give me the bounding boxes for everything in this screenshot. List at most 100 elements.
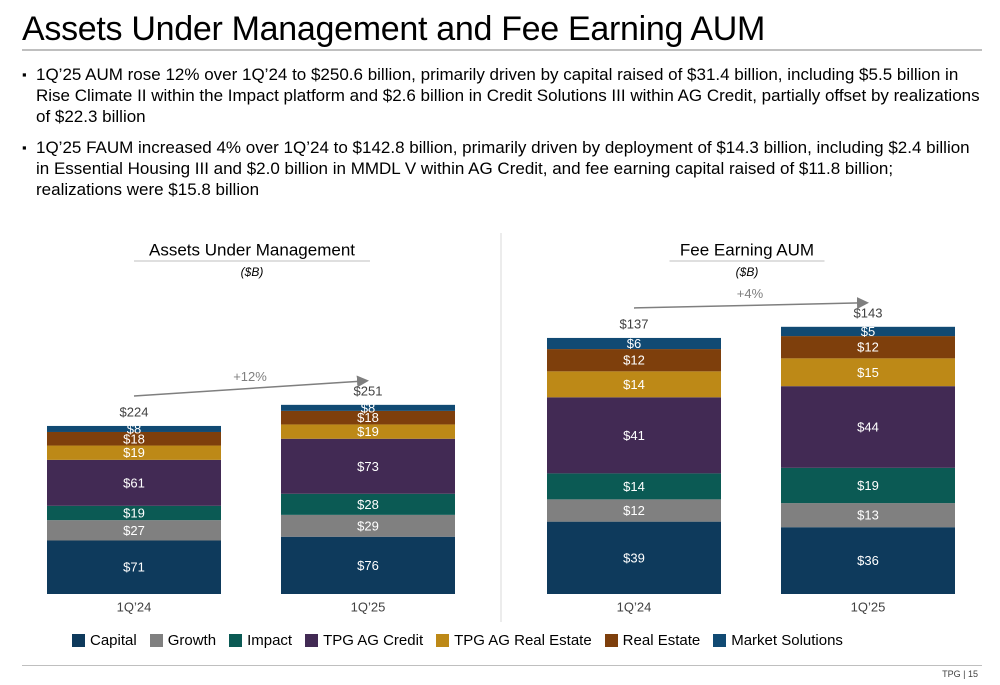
x-tick-label: 1Q’25 [351,600,386,615]
bar-segment-impact [47,505,221,521]
legend-item-real-estate: Real Estate [604,632,701,649]
segment-value-label: $15 [857,365,879,380]
segment-value-label: $71 [123,560,145,575]
segment-value-label: $8 [127,421,141,436]
segment-value-label: $61 [123,475,145,490]
segment-value-label: $29 [357,518,379,533]
legend-label: TPG AG Real Estate [454,632,592,649]
segment-value-label: $19 [357,424,379,439]
x-tick-label: 1Q’24 [617,600,652,615]
segment-value-label: $39 [623,550,645,565]
bullet-list: ▪ 1Q’25 AUM rose 12% over 1Q’24 to $250.… [22,64,982,210]
segment-value-label: $73 [357,459,379,474]
segment-value-label: $76 [357,558,379,573]
segment-value-label: $6 [627,336,641,351]
segment-value-label: $28 [357,497,379,512]
legend-swatch [229,634,243,647]
legend-label: TPG AG Credit [323,632,424,649]
bar-segment-tpg-ag-real-estate [547,371,721,398]
segment-value-label: $12 [623,353,645,368]
legend-swatch [305,634,319,647]
legend-item-impact: Impact [229,632,292,649]
bar-total-label: $251 [354,383,383,398]
bar-segment-tpg-ag-real-estate [281,424,455,439]
bar-segment-capital [47,540,221,594]
page-footer: TPG | 15 [942,669,978,679]
chart-legend: Capital Growth Impact TPG AG Credit TPG … [72,632,856,649]
bar-segment-capital [547,521,721,594]
segment-value-label: $13 [857,508,879,523]
title-divider [22,49,982,51]
legend-item-tpg-ag-real-estate: TPG AG Real Estate [436,632,592,649]
bar-segment-real-estate [547,349,721,372]
bar-total-label: $224 [120,404,149,419]
bar-segment-tpg-ag-real-estate [781,358,955,387]
legend-label: Capital [90,632,137,649]
page-title: Assets Under Management and Fee Earning … [22,10,766,48]
bar-segment-tpg-ag-credit [547,397,721,474]
bar-total-label: $137 [620,316,649,331]
bar-segment-market-solutions [281,404,455,411]
bar-segment-real-estate [781,336,955,359]
segment-value-label: $5 [861,324,875,339]
growth-label: +12% [233,369,267,384]
legend-label: Growth [167,632,217,649]
segment-value-label: $19 [123,505,145,520]
bar-segment-capital [781,527,955,594]
bullet-text-aum: 1Q’25 AUM rose 12% over 1Q’24 to $250.6 … [36,65,980,126]
segment-value-label: $12 [623,503,645,518]
segment-value-label: $14 [623,479,645,494]
legend-label: Real Estate [622,632,701,649]
bar-segment-growth [547,499,721,522]
segment-value-label: $19 [857,478,879,493]
chart-unit-label: ($B) [241,265,264,279]
bar-segment-real-estate [47,431,221,446]
growth-arrow [133,375,369,397]
bullet-item: ▪ 1Q’25 AUM rose 12% over 1Q’24 to $250.… [22,64,982,127]
chart-unit-label: ($B) [736,265,759,279]
chart-title: Assets Under Management [149,241,355,260]
bar-segment-growth [47,520,221,541]
growth-label: +4% [737,286,764,301]
legend-swatch [72,634,85,647]
bar-segment-market-solutions [547,337,721,350]
legend-label: Impact [247,632,293,649]
bar-segment-growth [281,514,455,537]
segment-value-label: $8 [361,400,375,415]
segment-value-label: $36 [857,553,879,568]
bullet-text-faum: 1Q’25 FAUM increased 4% over 1Q’24 to $1… [36,138,970,199]
bar-segment-growth [781,503,955,528]
legend-item-market-solutions: Market Solutions [713,632,843,649]
segment-value-label: $18 [123,431,145,446]
bar-segment-impact [781,467,955,504]
x-tick-label: 1Q’25 [851,600,886,615]
chart-title: Fee Earning AUM [680,241,814,260]
bullet-marker: ▪ [22,140,27,155]
segment-value-label: $12 [857,340,879,355]
bullet-item: ▪ 1Q’25 FAUM increased 4% over 1Q’24 to … [22,137,982,200]
bar-total-label: $143 [854,305,883,320]
segment-value-label: $18 [357,410,379,425]
legend-swatch [436,634,450,647]
bar-segment-tpg-ag-credit [47,459,221,506]
bar-segment-tpg-ag-credit [781,386,955,468]
bar-segment-tpg-ag-real-estate [47,445,221,460]
bullet-marker: ▪ [22,67,27,82]
legend-swatch [713,634,727,647]
bar-segment-real-estate [281,410,455,425]
bar-segment-tpg-ag-credit [281,438,455,494]
legend-swatch [604,634,618,647]
legend-item-growth: Growth [149,632,217,649]
legend-swatch [149,634,163,647]
segment-value-label: $19 [123,445,145,460]
bar-segment-market-solutions [781,326,955,337]
segment-value-label: $41 [623,428,645,443]
bar-segment-capital [281,536,455,594]
growth-arrow [633,297,869,310]
bar-segment-impact [547,473,721,500]
bar-segment-market-solutions [47,425,221,432]
footer-divider [22,665,982,666]
segment-value-label: $14 [623,377,645,392]
legend-label: Market Solutions [731,632,843,649]
